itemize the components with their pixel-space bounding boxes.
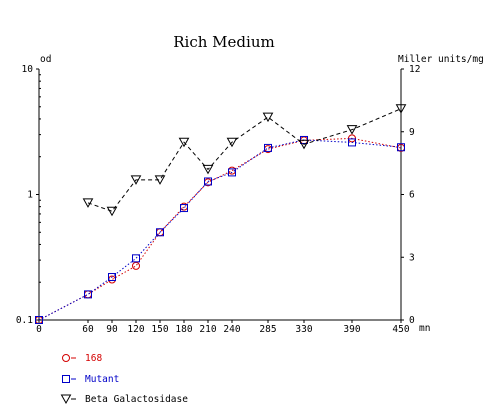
data-point <box>395 104 407 114</box>
data-point <box>348 138 356 147</box>
data-point <box>348 134 356 143</box>
data-point <box>228 168 236 177</box>
x-tick-label: 240 <box>223 324 240 335</box>
data-point <box>108 273 116 282</box>
data-point <box>397 143 405 152</box>
data-point <box>82 198 94 208</box>
data-point <box>156 228 164 237</box>
x-tick-label: 285 <box>259 324 276 335</box>
x-tick-label: 180 <box>175 324 192 335</box>
series-0 <box>35 134 405 324</box>
right-tick-label: 6 <box>409 190 415 201</box>
legend-marker <box>62 354 70 362</box>
data-point <box>346 125 358 135</box>
left-axis-label: od <box>40 54 51 65</box>
x-tick-label: 390 <box>343 324 360 335</box>
x-tick-label: 210 <box>199 324 216 335</box>
data-point <box>204 177 212 186</box>
series <box>35 104 407 324</box>
ticks: 10 1 0.1 12 9 6 3 0 0 60 90 120 150 180 210 240 285 330 39… <box>16 64 421 335</box>
series-2 <box>82 104 407 217</box>
data-point <box>84 290 92 299</box>
left-tick-label: 0.1 <box>16 315 33 326</box>
x-tick-label: 450 <box>392 324 409 335</box>
right-tick-label: 12 <box>409 64 420 75</box>
x-tick-label: 60 <box>82 324 94 335</box>
data-point <box>202 164 214 175</box>
data-point <box>84 290 92 299</box>
data-point <box>226 137 238 148</box>
x-tick-label: 330 <box>295 324 312 335</box>
x-tick-label: 120 <box>127 324 144 335</box>
data-point <box>298 139 310 150</box>
x-tick-label: 150 <box>151 324 168 335</box>
series-line <box>87 108 402 212</box>
legend-label: Mutant <box>85 374 119 385</box>
legend-item: Beta Galactosidase <box>60 394 188 405</box>
data-point <box>130 175 142 185</box>
right-tick-label: 9 <box>409 127 415 138</box>
legend-label: Beta Galactosidase <box>85 394 188 405</box>
data-point <box>106 206 118 217</box>
series-line <box>38 137 402 321</box>
axes <box>38 69 402 321</box>
x-tick-label: 90 <box>106 324 118 335</box>
right-axis-label: Miller units/mg <box>398 54 484 65</box>
x-axis-label: mn <box>419 323 430 334</box>
chart-title: Rich Medium <box>173 33 274 51</box>
series-line <box>38 139 402 321</box>
legend-label: 168 <box>85 353 102 364</box>
left-tick-label: 10 <box>22 64 34 75</box>
data-point <box>262 112 274 123</box>
legend-item: Mutant <box>62 374 119 385</box>
data-point <box>35 316 43 324</box>
legend-marker <box>60 394 72 405</box>
right-tick-label: 0 <box>409 315 415 326</box>
right-tick-label: 3 <box>409 252 415 263</box>
x-tick-label: 0 <box>36 324 42 335</box>
legend-item: 168 <box>62 353 102 364</box>
data-point <box>264 143 272 152</box>
legend: 168 Mutant Beta Galactosidase <box>60 353 188 405</box>
legend-marker <box>62 375 70 383</box>
left-tick-label: 1 <box>27 190 33 201</box>
data-point <box>132 261 140 270</box>
data-point <box>132 254 140 263</box>
data-point <box>180 204 188 213</box>
data-point <box>178 137 190 148</box>
data-point <box>154 175 166 185</box>
